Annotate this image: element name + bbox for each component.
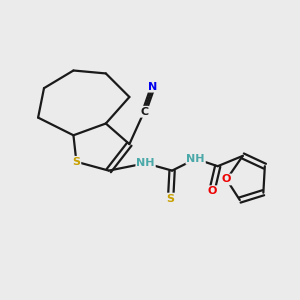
Text: NH: NH [136,158,155,168]
Text: C: C [140,107,148,117]
Text: O: O [222,174,231,184]
Text: NH: NH [186,154,205,164]
Text: S: S [167,194,175,204]
Text: S: S [72,157,80,167]
Text: O: O [207,186,217,196]
Text: N: N [148,82,158,92]
